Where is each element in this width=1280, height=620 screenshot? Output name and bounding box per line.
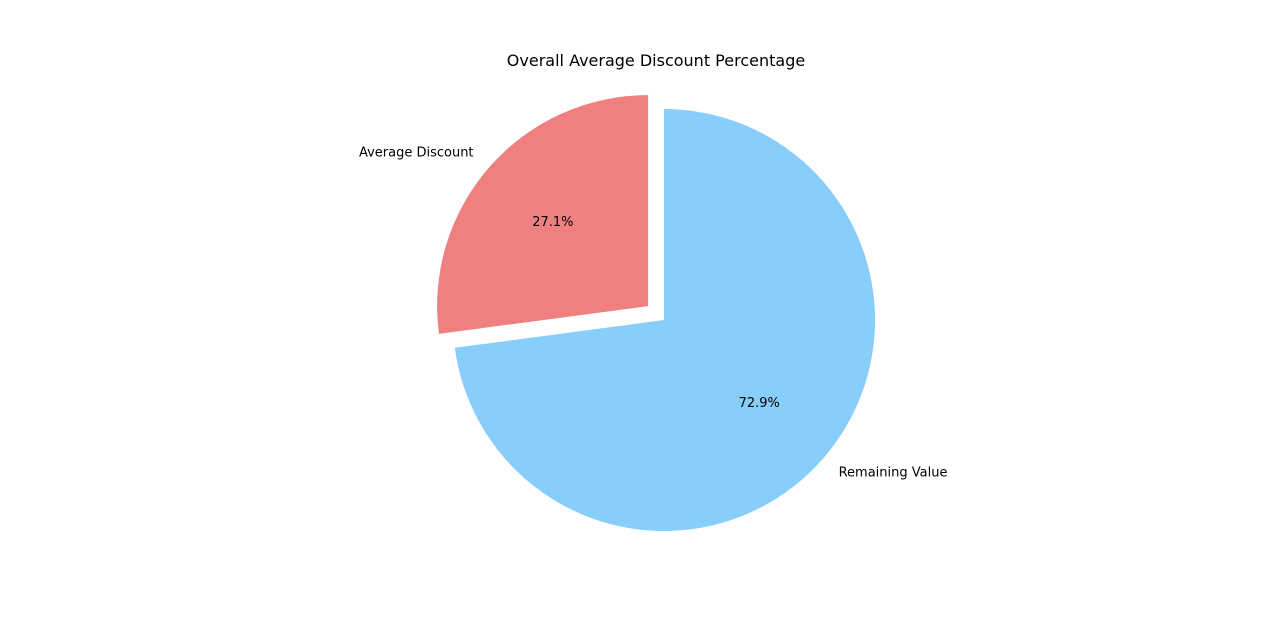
chart-title: Overall Average Discount Percentage: [507, 51, 805, 70]
slice-percent-label: 72.9%: [739, 396, 780, 411]
pie-slices: [437, 95, 875, 531]
pie-slice-average-discount: [437, 95, 649, 334]
slice-percent-label: 27.1%: [532, 215, 573, 230]
slice-category-label: Average Discount: [359, 146, 474, 161]
pie-slice-remaining-value: [454, 109, 875, 531]
pie-labels: 27.1% Average Discount 72.9% Remaining Valu…: [359, 146, 948, 481]
slice-category-label: Remaining Value: [839, 465, 948, 480]
